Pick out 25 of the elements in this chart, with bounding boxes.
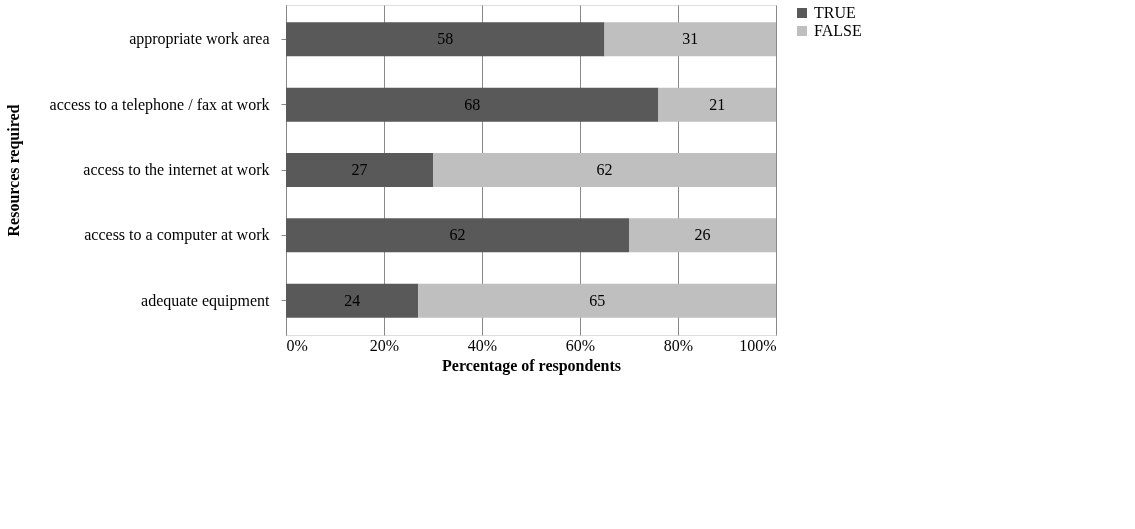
- annotation: 65: [589, 291, 606, 309]
- y-tick-label: access to a computer at work: [84, 226, 270, 245]
- x-axis-title: Percentage of respondents: [442, 356, 621, 375]
- annotation: 31: [682, 30, 699, 48]
- annotation: 24: [344, 291, 361, 309]
- x-tick-label: 40%: [467, 336, 498, 354]
- x-tick-label: 100%: [739, 336, 777, 354]
- x-tick-label: 80%: [663, 336, 694, 354]
- x-tick-label: 0%: [286, 336, 308, 354]
- y-tick-label: access to the internet at work: [83, 161, 270, 178]
- x-tick-label: 60%: [565, 336, 596, 354]
- annotation: 26: [694, 226, 711, 244]
- y-tick-label: appropriate work area: [129, 30, 270, 49]
- y-tick-label: access to a telephone / fax at work: [49, 95, 270, 114]
- annotation: 68: [464, 95, 481, 113]
- y-axis-title: Resources required: [4, 104, 23, 237]
- legend-label: FALSE: [814, 22, 862, 39]
- annotation: 62: [596, 161, 613, 178]
- y-tick-label: adequate equipment: [141, 291, 271, 310]
- annotation: 62: [449, 226, 466, 244]
- annotation: 21: [709, 95, 726, 113]
- legend-label: TRUE: [814, 4, 856, 21]
- annotation: 58: [437, 30, 454, 48]
- annotation: 27: [351, 161, 368, 178]
- x-tick-label: 20%: [369, 336, 400, 354]
